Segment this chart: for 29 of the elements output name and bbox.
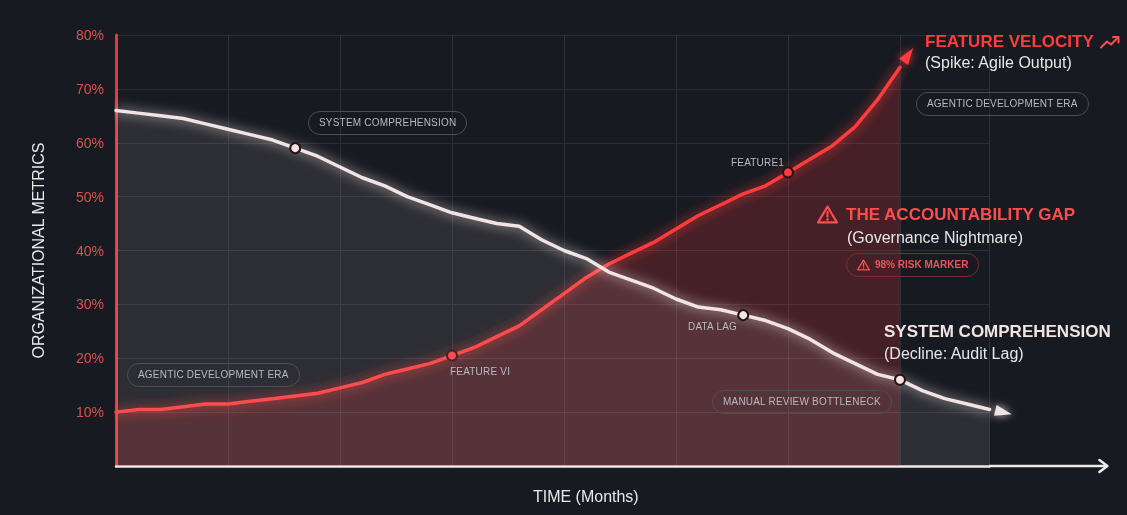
series-label: FEATURE VELOCITY <box>925 32 1094 51</box>
y-tick-label: 30% <box>75 296 104 313</box>
annotation: SYSTEM COMPREHENSION <box>319 117 457 128</box>
annotation: (Spike: Agile Output) <box>925 54 1072 71</box>
y-tick-label: 10% <box>75 404 104 421</box>
y-axis-title: ORGANIZATIONAL METRICS <box>29 142 47 359</box>
point <box>894 373 906 386</box>
annotation: FEATURE1 <box>731 157 785 168</box>
point <box>289 142 302 155</box>
annotation: AGENTIC DEVELOPMENT ERA <box>138 369 289 380</box>
point <box>737 309 750 322</box>
annotation: DATA LAG <box>688 321 738 332</box>
annotation: MANUAL REVIEW BOTTLENECK <box>723 396 881 407</box>
x-axis-title: TIME (Months) <box>532 487 639 505</box>
annotation: FEATURE VI <box>450 366 511 377</box>
annotation: AGENTIC DEVELOPMENT ERA <box>927 98 1078 109</box>
point <box>782 166 794 179</box>
annotation: 98% RISK MARKER <box>875 259 969 270</box>
annotation: (Decline: Audit Lag) <box>884 345 1024 362</box>
annotation: THE ACCOUNTABILITY GAP <box>846 205 1076 224</box>
y-tick-label: 50% <box>75 188 104 205</box>
y-tick-label: 80% <box>75 27 104 43</box>
y-tick-label: 20% <box>75 350 104 367</box>
annotation: (Governance Nightmare) <box>847 229 1024 246</box>
y-tick-label: 40% <box>75 242 104 259</box>
y-tick-label: 70% <box>75 80 104 97</box>
point <box>446 349 458 362</box>
y-tick-label: 60% <box>75 134 104 151</box>
series-label: SYSTEM COMPREHENSION <box>884 322 1111 341</box>
